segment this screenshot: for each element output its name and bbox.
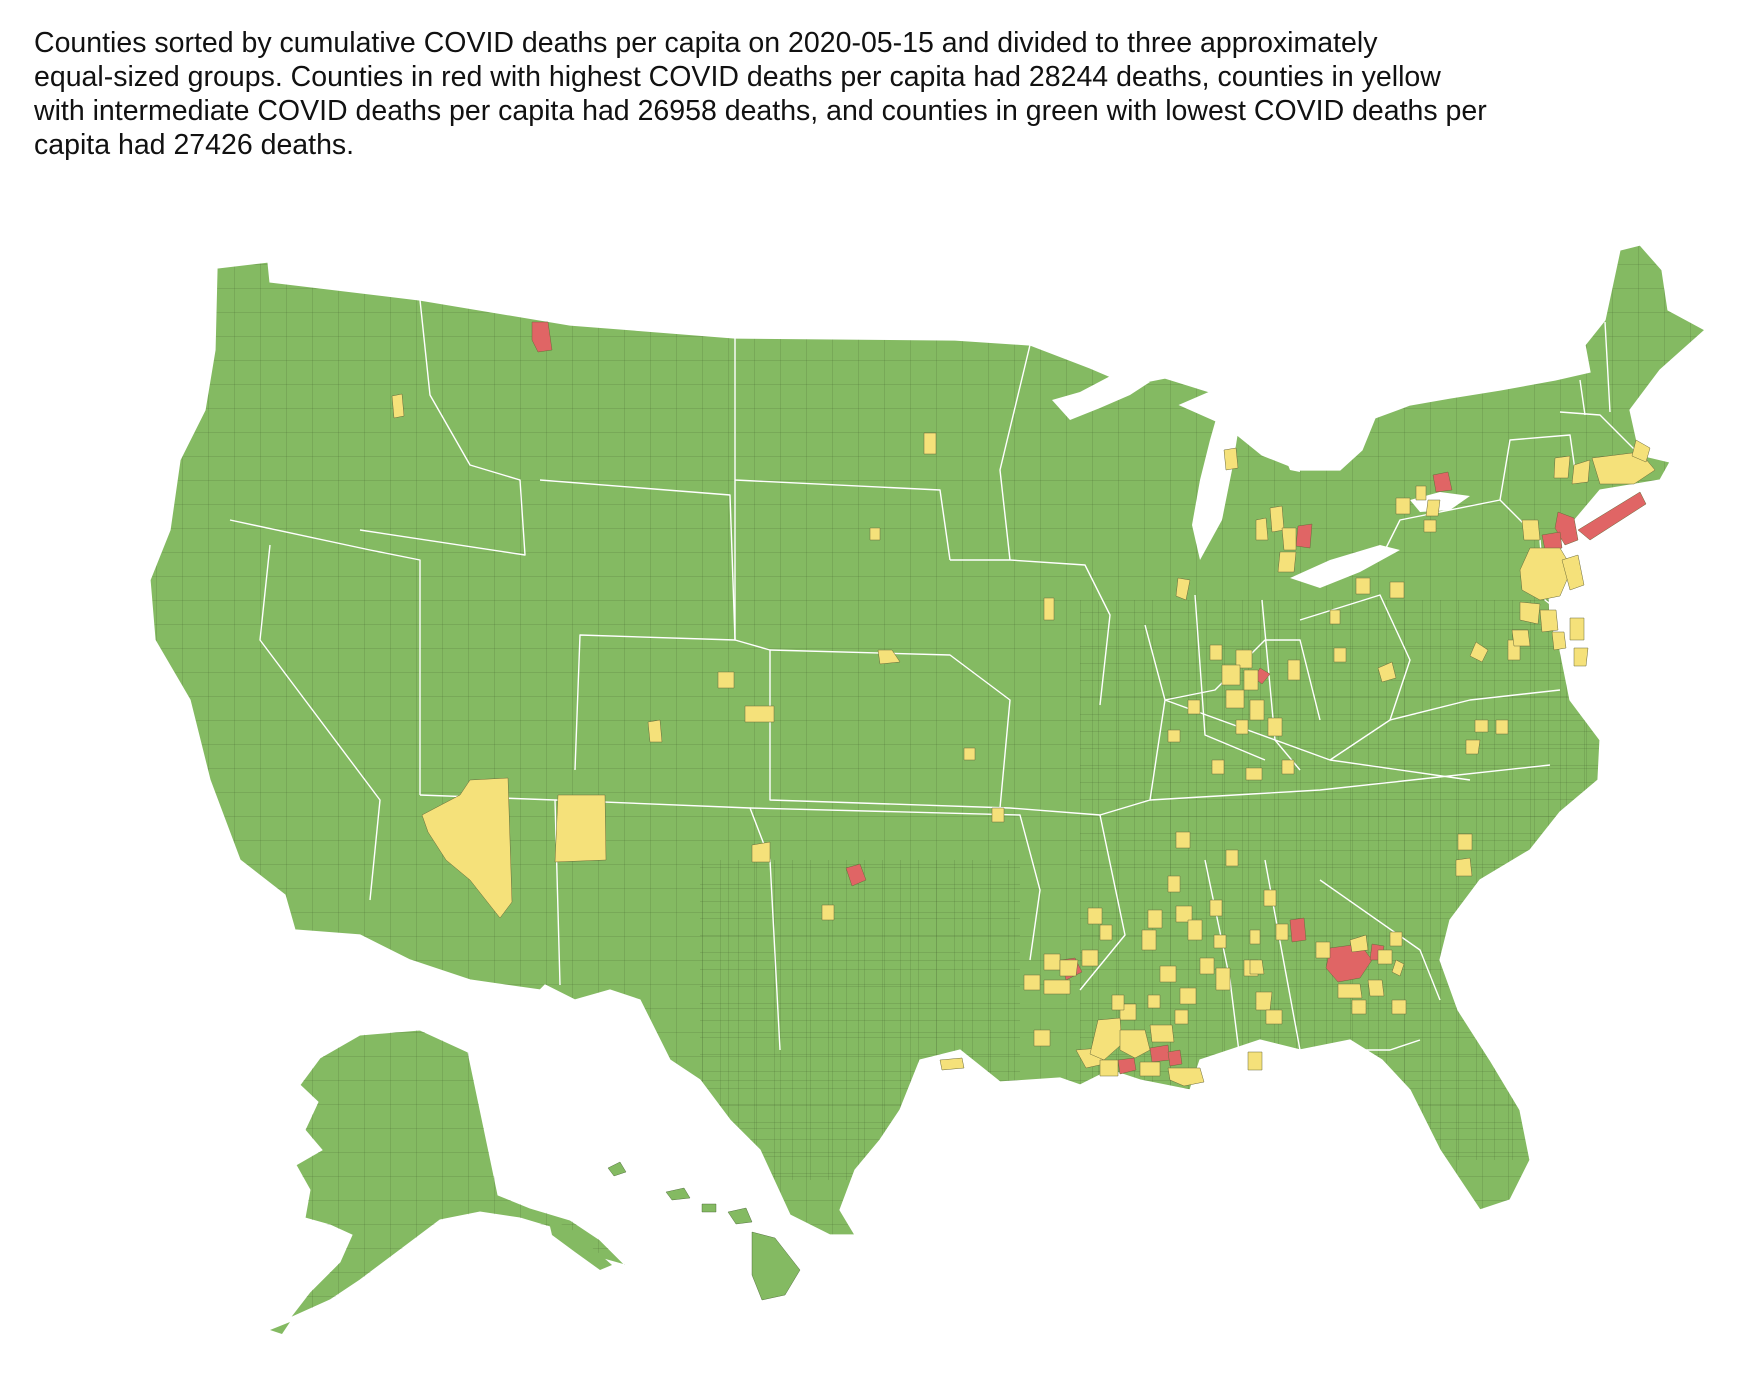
caption-line-1: Counties sorted by cumulative COVID deat… [34, 27, 1378, 59]
state-borders [229, 299, 1641, 1061]
caption-line-3: with intermediate COVID deaths per capit… [34, 95, 1487, 127]
map-caption: Counties sorted by cumulative COVID deat… [34, 26, 1734, 162]
alaska [270, 1029, 627, 1334]
caption-line-4: capita had 27426 deaths. [34, 129, 355, 161]
caption-line-2: equal-sized groups. Counties in red with… [34, 61, 1441, 93]
hawaii [607, 1161, 801, 1301]
great-lakes [1052, 372, 1470, 588]
intermediate-group-counties [391, 393, 1656, 1087]
